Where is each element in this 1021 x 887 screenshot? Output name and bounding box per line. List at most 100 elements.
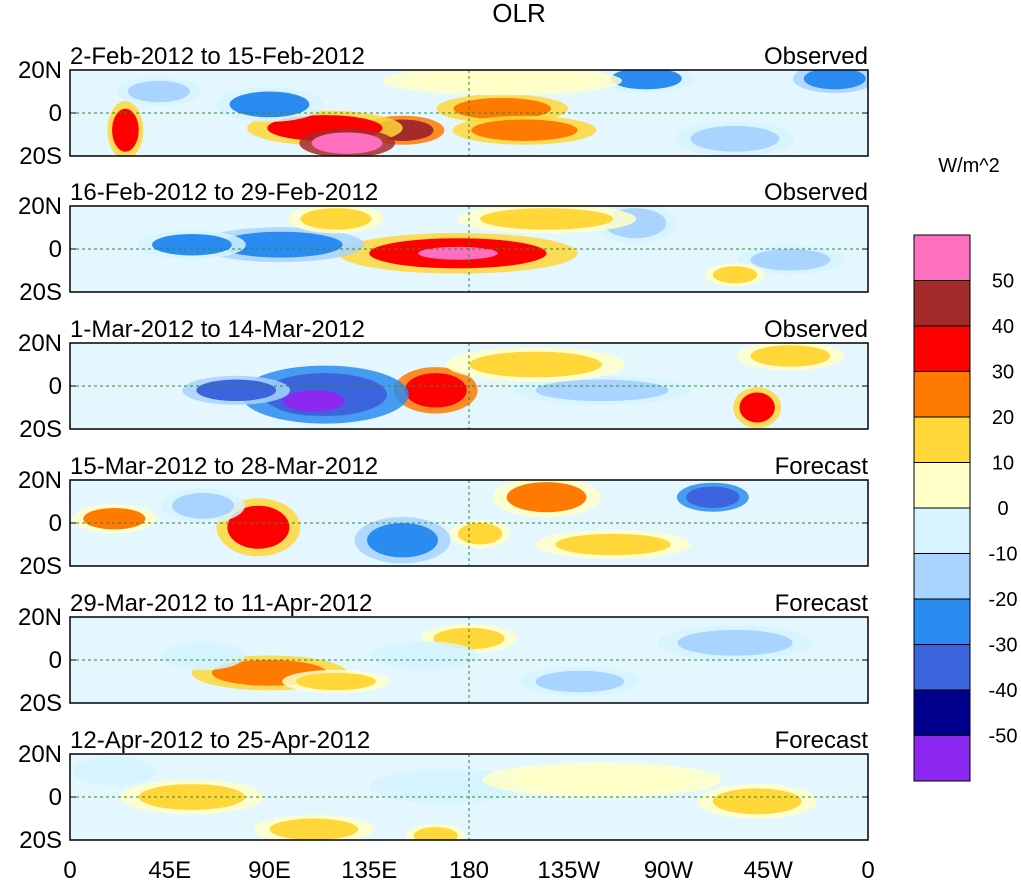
anomaly-core	[112, 108, 139, 152]
colorbar-units: W/m^2	[938, 155, 1000, 177]
colorbar-label: -30	[989, 635, 1018, 657]
anomaly-core	[471, 119, 578, 141]
anomaly-core	[686, 486, 740, 508]
y-tick-label: 20N	[18, 330, 62, 357]
panel-kind: Observed	[764, 43, 868, 70]
anomaly-core	[506, 482, 587, 513]
panel-period: 12-Apr-2012 to 25-Apr-2012	[70, 727, 370, 754]
panel-period: 29-Mar-2012 to 11-Apr-2012	[70, 590, 372, 617]
panel-2: 20N 0 20S 16-Feb-2012 to 29-Feb-2012 Observe…	[18, 179, 869, 306]
y-tick-label: 20S	[19, 827, 62, 854]
colorbar-swatch	[913, 553, 971, 600]
anomaly-core	[453, 97, 552, 120]
x-tick-label: 45E	[148, 857, 191, 884]
colorbar-swatch	[913, 325, 971, 372]
panel-6: 20N 0 20S 12-Apr-2012 to 25-Apr-2012 Forecas…	[18, 727, 869, 854]
colorbar-swatch	[913, 280, 971, 327]
anomaly-field	[182, 343, 845, 428]
colorbar-label: -40	[989, 680, 1018, 702]
y-tick-label: 0	[49, 373, 62, 400]
anomaly-core	[227, 505, 290, 549]
anomaly-core	[750, 249, 831, 271]
anomaly-core	[413, 827, 458, 840]
colorbar: 50 40 30 20 10 0 -10 -20 -30 -40 -50	[913, 234, 1018, 782]
y-tick-label: 20N	[18, 604, 62, 631]
colorbar-swatch	[913, 598, 971, 645]
panel-kind: Observed	[764, 179, 868, 206]
anomaly-core	[535, 379, 669, 402]
colorbar-label: 30	[992, 362, 1014, 384]
colorbar-swatch	[913, 416, 971, 463]
colorbar-swatch	[913, 735, 971, 782]
y-tick-label: 20S	[19, 279, 62, 306]
figure-title: OLR	[492, 0, 545, 28]
anomaly-field	[161, 623, 813, 697]
y-tick-label: 20N	[18, 193, 62, 220]
anomaly-core	[712, 266, 758, 284]
panel-period: 16-Feb-2012 to 29-Feb-2012	[70, 179, 378, 206]
anomaly-field	[138, 206, 845, 287]
colorbar-label: 40	[992, 316, 1014, 338]
y-tick-label: 20N	[18, 467, 62, 494]
y-tick-label: 20S	[19, 690, 62, 717]
panel-kind: Forecast	[775, 727, 869, 754]
x-tick-label: 135W	[537, 857, 600, 884]
anomaly-core	[803, 70, 866, 90]
anomaly-core	[739, 392, 775, 423]
anomaly-core	[610, 70, 682, 90]
colorbar-label: -20	[989, 589, 1018, 611]
y-tick-label: 0	[49, 236, 62, 263]
anomaly-core	[389, 773, 505, 800]
panel-5: 20N 0 20S 29-Mar-2012 to 11-Apr-2012 Forecas…	[18, 590, 869, 717]
y-tick-label: 0	[49, 784, 62, 811]
anomaly-core	[555, 533, 671, 556]
anomaly-core	[83, 760, 146, 782]
panels: 20N 0 20S 2-Feb-2012 to 15-Feb-2012 Observed…	[18, 43, 869, 854]
anomaly-core	[218, 231, 343, 258]
y-tick-label: 0	[49, 100, 62, 127]
panel-4: 20N 0 20S 15-Mar-2012 to 28-Mar-2012 Forecas…	[18, 453, 869, 580]
anomaly-core	[677, 629, 793, 656]
colorbar-label: 20	[992, 407, 1014, 429]
panel-kind: Forecast	[775, 453, 869, 480]
panel-period: 15-Mar-2012 to 28-Mar-2012	[70, 453, 378, 480]
anomaly-core	[127, 80, 190, 103]
anomaly-core	[300, 208, 372, 230]
panel-period: 1-Mar-2012 to 14-Mar-2012	[70, 316, 365, 343]
x-tick-label: 0	[63, 857, 76, 884]
y-tick-label: 20N	[18, 57, 62, 84]
colorbar-label: 10	[992, 453, 1014, 475]
anomaly-core	[535, 670, 625, 693]
colorbar-swatch	[913, 689, 971, 736]
y-tick-label: 0	[49, 647, 62, 674]
anomaly-core	[367, 523, 438, 558]
panel-period: 2-Feb-2012 to 15-Feb-2012	[70, 43, 365, 70]
x-tick-label: 45W	[744, 857, 794, 884]
y-tick-label: 20N	[18, 741, 62, 768]
colorbar-label: 50	[992, 271, 1014, 293]
colorbar-label: -10	[989, 544, 1018, 566]
anomaly-core	[196, 379, 277, 402]
y-tick-label: 20S	[19, 416, 62, 443]
anomaly-field	[72, 756, 818, 840]
anomaly-core	[418, 246, 498, 260]
anomaly-core	[750, 345, 831, 367]
anomaly-core	[152, 233, 232, 256]
anomaly-core	[269, 818, 359, 840]
anomaly-core	[457, 523, 503, 545]
anomaly-core	[480, 208, 614, 230]
anomaly-core	[296, 672, 376, 691]
anomaly-core	[311, 132, 383, 154]
x-axis: 0 45E 90E 135E 180 135W 90W 45W 0	[63, 857, 874, 884]
colorbar-label: -50	[989, 726, 1018, 748]
anomaly-core	[171, 644, 235, 667]
x-tick-label: 90E	[248, 857, 291, 884]
y-tick-label: 20S	[19, 553, 62, 580]
anomaly-core	[229, 91, 310, 118]
anomaly-core	[712, 788, 802, 815]
anomaly-core	[690, 125, 780, 152]
anomaly-core	[171, 492, 235, 519]
anomaly-core	[282, 390, 345, 412]
anomaly-field	[72, 480, 749, 564]
